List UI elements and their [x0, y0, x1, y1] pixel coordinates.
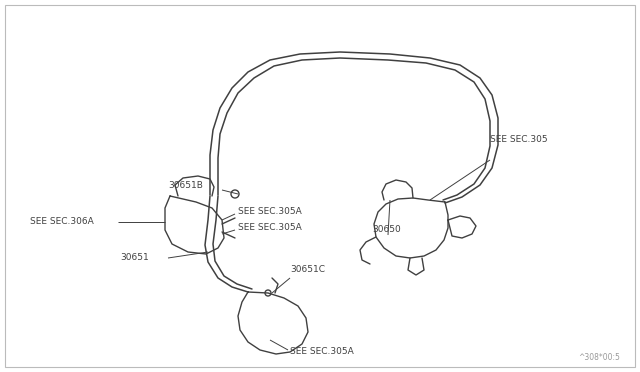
Text: SEE SEC.305A: SEE SEC.305A [238, 224, 301, 232]
Text: 30651: 30651 [120, 253, 148, 263]
Text: SEE SEC.306A: SEE SEC.306A [30, 218, 93, 227]
Text: 30650: 30650 [372, 225, 401, 234]
Text: ^308*00:5: ^308*00:5 [578, 353, 620, 362]
Text: 30651B: 30651B [168, 180, 203, 189]
Text: SEE SEC.305A: SEE SEC.305A [290, 347, 354, 356]
Text: 30651C: 30651C [290, 266, 325, 275]
Text: SEE SEC.305A: SEE SEC.305A [238, 208, 301, 217]
Text: SEE SEC.305: SEE SEC.305 [490, 135, 548, 144]
